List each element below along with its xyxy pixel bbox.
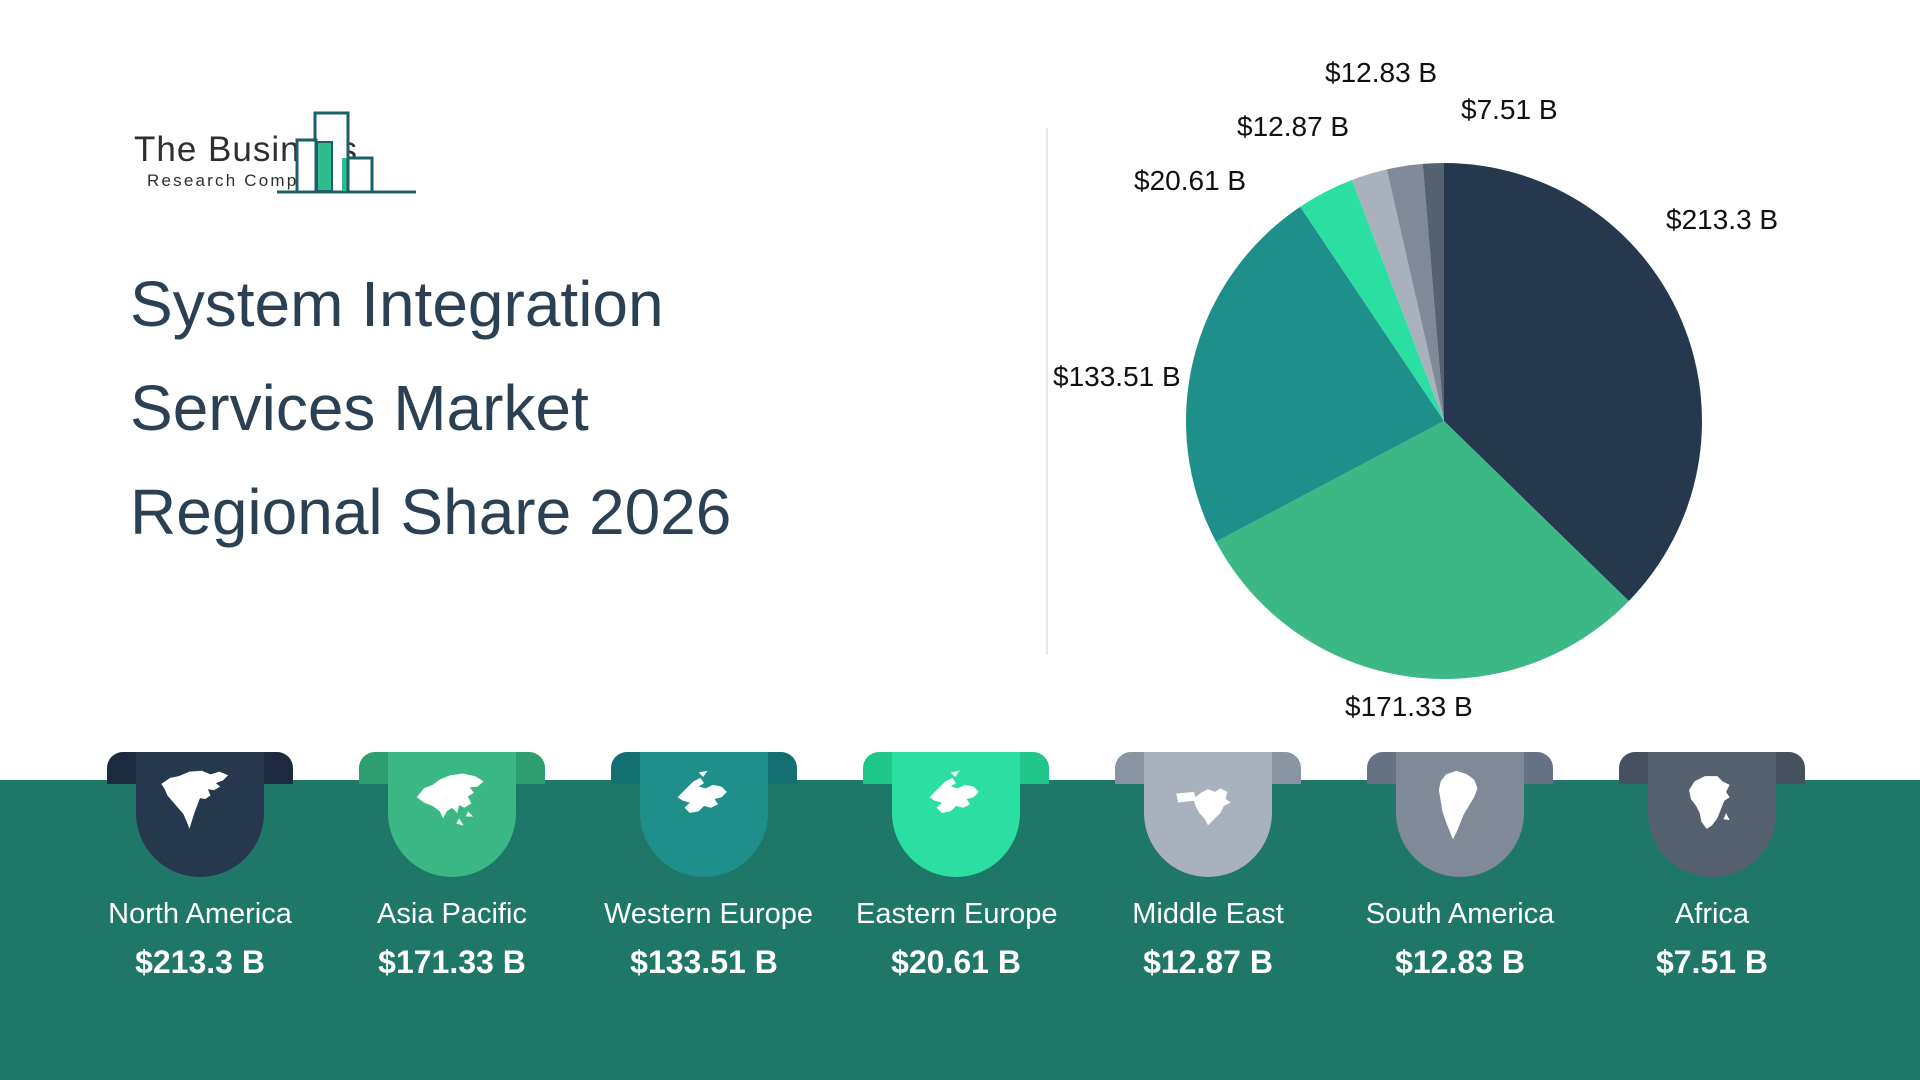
legend-region-value: $133.51 B [630, 944, 778, 980]
pie-label-eastern-europe: $20.61 B [1134, 165, 1247, 196]
legend-region-value: $213.3 B [135, 944, 265, 980]
pie-slice-north-america [1444, 163, 1702, 602]
middle-east-icon [1176, 788, 1231, 826]
ribbon-badge-eastern-europe [892, 752, 1020, 877]
legend-region-name: South America [1365, 898, 1555, 930]
pie-label-africa: $7.51 B [1461, 94, 1558, 125]
legend-item-africa: Africa $7.51 B [1612, 752, 1812, 992]
pie-label-middle-east: $12.87 B [1237, 111, 1350, 142]
legend-region-name: Western Europe [604, 898, 814, 930]
south-america-icon [1438, 770, 1478, 840]
pie-slice-western-europe [1185, 206, 1444, 542]
legend-region-name: Asia Pacific [377, 898, 527, 930]
legend-region-value: $12.83 B [1395, 944, 1525, 980]
legend-item-eastern-europe: Eastern Europe $20.61 B [856, 752, 1058, 992]
legend-region-name: Middle East [1132, 898, 1284, 930]
pie-label-western-europe: $133.51 B [1053, 361, 1181, 392]
page-title-line-3: Regional Share 2026 [130, 476, 732, 548]
ribbon-badge-north-america [136, 752, 264, 877]
legend-item-western-europe: Western Europe $133.51 B [604, 752, 814, 992]
pie-slice-south-america [1386, 163, 1444, 421]
legend-item-north-america: North America $213.3 B [100, 752, 300, 992]
pie-slice-asia-pacific [1216, 421, 1629, 679]
legend-region-name: Africa [1674, 898, 1750, 930]
asia-pacific-icon [416, 773, 484, 826]
ribbon-badge-asia-pacific [388, 752, 516, 877]
page-title: System Integration Services Market Regio… [130, 252, 910, 564]
legend-region-value: $7.51 B [1655, 944, 1769, 980]
pie-slice-middle-east [1351, 169, 1444, 421]
pie-label-south-america: $12.83 B [1325, 57, 1438, 88]
ribbon-badge-africa [1648, 752, 1776, 877]
ribbon-badge-western-europe [640, 752, 768, 877]
page-title-line-1: System Integration [130, 268, 664, 340]
africa-icon [1689, 776, 1730, 829]
logo-company-subtitle: Research Company [147, 171, 333, 190]
eastern-europe-icon [929, 770, 979, 814]
ribbon-badge-middle-east [1144, 752, 1272, 877]
bar-chart-logo-icon [277, 111, 416, 194]
legend-region-value: $12.87 B [1143, 944, 1273, 980]
legend-region-value: $171.33 B [378, 944, 526, 980]
legend-region-name: North America [108, 898, 292, 930]
page-title-line-2: Services Market [130, 372, 589, 444]
north-america-icon [161, 770, 229, 829]
pie-label-north-america: $213.3 B [1666, 204, 1779, 235]
pie-chart [1185, 163, 1702, 679]
legend-item-south-america: South America $12.83 B [1360, 752, 1560, 992]
pie-label-asia-pacific: $171.33 B [1345, 691, 1473, 722]
ribbon-badge-south-america [1396, 752, 1524, 877]
section-divider-line [1046, 128, 1048, 655]
legend-region-value: $20.61 B [891, 944, 1021, 980]
legend-item-asia-pacific: Asia Pacific $171.33 B [352, 752, 552, 992]
pie-slice-africa [1422, 163, 1444, 421]
legend-item-middle-east: Middle East $12.87 B [1108, 752, 1308, 992]
pie-slice-eastern-europe [1300, 179, 1444, 421]
western-europe-icon [677, 770, 727, 814]
legend-region-name: Eastern Europe [856, 898, 1058, 930]
